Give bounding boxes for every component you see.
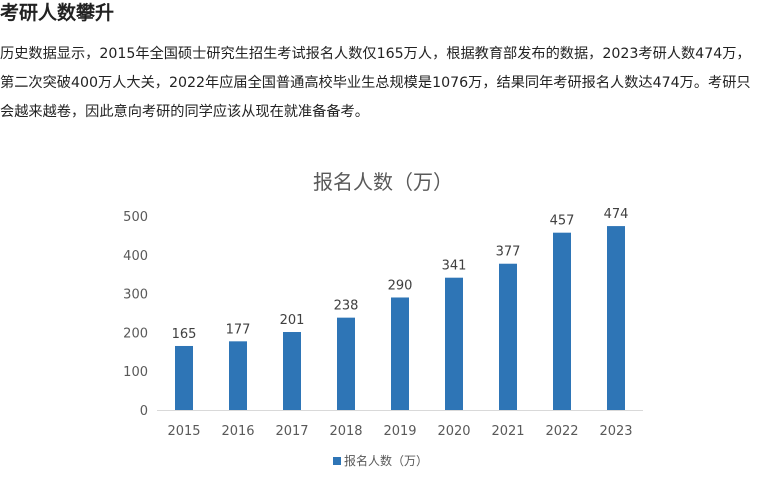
x-tick-label: 2023 [599,424,632,439]
y-tick-label: 0 [140,404,148,419]
bar [553,232,571,410]
bar [175,345,193,410]
bar-chart: 报名人数（万） 0 100 200 300 400 500 165 177 201 238 290… [0,160,761,484]
x-tick-label: 2019 [383,424,416,439]
bar [499,263,517,410]
x-tick-label: 2022 [545,424,578,439]
x-tick-label: 2020 [437,424,470,439]
data-label: 290 [388,278,413,293]
article-heading: 考研人数攀升 [0,2,115,24]
y-tick-label: 300 [123,288,148,303]
bar [391,297,409,410]
x-tick-label: 2017 [275,424,308,439]
y-axis: 0 100 200 300 400 500 [123,210,148,419]
data-label: 238 [334,299,359,314]
bar [607,226,625,410]
bar-series: 165 177 201 238 290 341 377 457 474 [172,207,629,410]
x-tick-label: 2016 [221,424,254,439]
bar [445,277,463,410]
chart-title: 报名人数（万） [313,170,453,194]
data-label: 201 [280,313,305,328]
y-tick-label: 100 [123,365,148,380]
x-axis: 2015 2016 2017 2018 2019 2020 2021 2022 2023 [157,410,643,439]
legend-label: 报名人数（万） [344,453,428,468]
y-tick-label: 200 [123,326,148,341]
legend-swatch [333,457,341,465]
bar [229,341,247,410]
x-tick-label: 2021 [491,424,524,439]
data-label: 457 [550,214,575,229]
bar [337,317,355,410]
data-label: 177 [226,322,251,337]
x-tick-label: 2015 [167,424,200,439]
data-label: 474 [604,207,629,222]
y-tick-label: 400 [123,249,148,264]
data-label: 341 [442,259,467,274]
data-label: 165 [172,327,197,342]
chart-legend: 报名人数（万） [333,453,428,468]
y-tick-label: 500 [123,210,148,225]
bar [283,332,301,410]
data-label: 377 [496,245,521,260]
x-tick-label: 2018 [329,424,362,439]
article-paragraph: 历史数据显示，2015年全国硕士研究生招生考试报名人数仅165万人，根据教育部发… [0,46,751,120]
